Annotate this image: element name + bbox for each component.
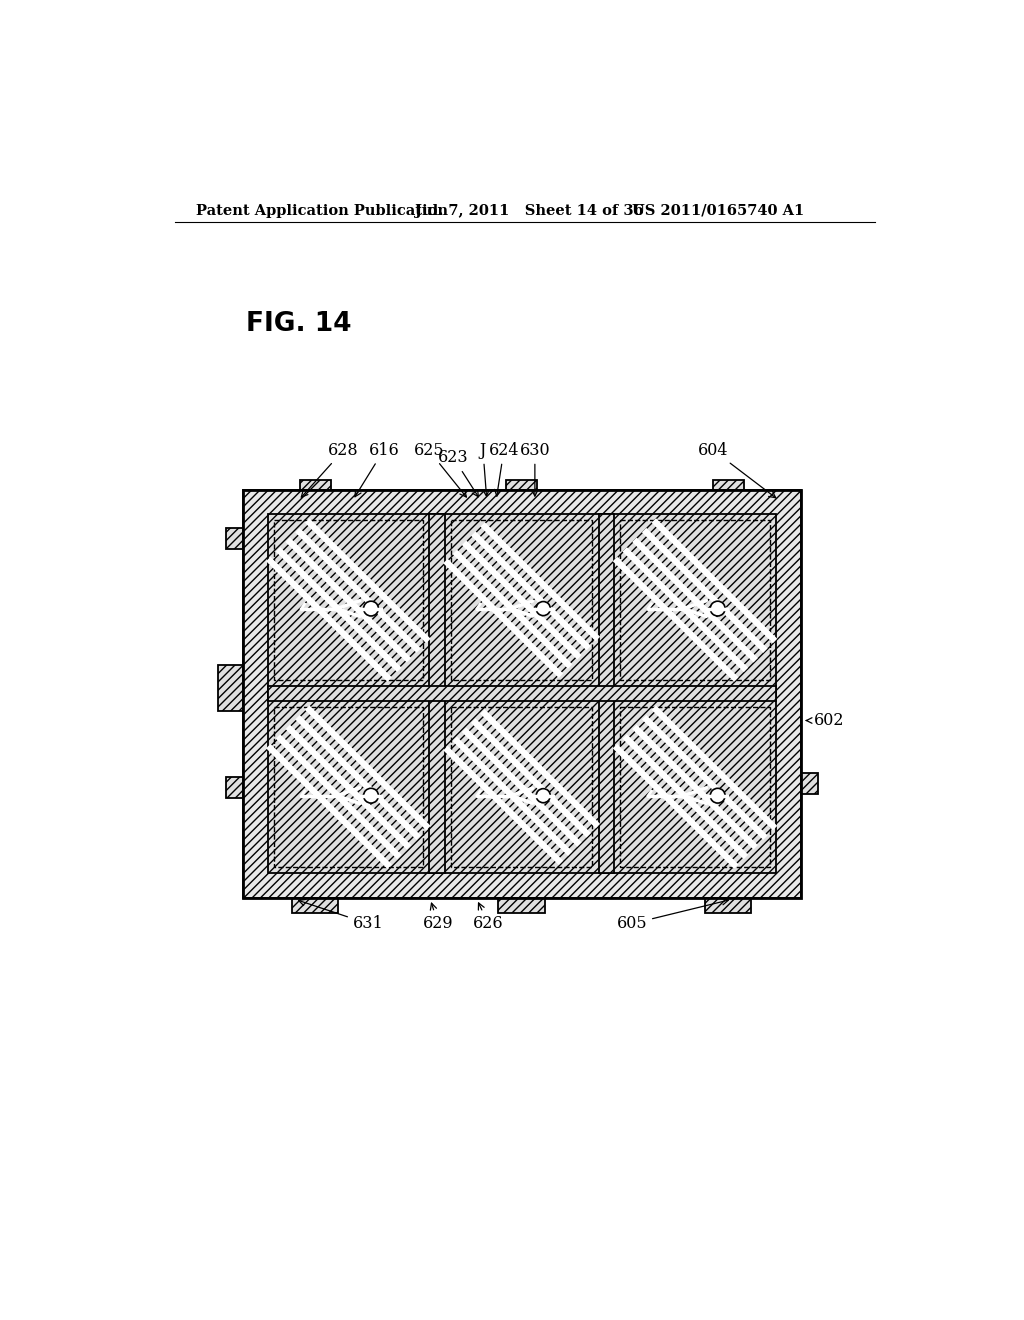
Bar [273, 520, 423, 680]
Text: 626: 626 [473, 903, 504, 932]
Text: 630: 630 [519, 442, 550, 496]
Text: Jul. 7, 2011   Sheet 14 of 36: Jul. 7, 2011 Sheet 14 of 36 [415, 203, 643, 218]
Text: 602: 602 [814, 711, 845, 729]
Bar [705, 898, 752, 913]
Circle shape [364, 601, 379, 616]
Circle shape [537, 602, 550, 615]
Circle shape [711, 788, 725, 803]
Bar [506, 480, 538, 490]
Bar [273, 708, 423, 867]
Circle shape [711, 601, 725, 616]
Bar [713, 480, 743, 490]
Bar [225, 528, 243, 549]
Text: 624: 624 [488, 442, 519, 496]
Circle shape [537, 788, 550, 803]
Text: US 2011/0165740 A1: US 2011/0165740 A1 [632, 203, 804, 218]
Bar [429, 515, 444, 873]
Text: FIG. 14: FIG. 14 [246, 312, 351, 337]
Circle shape [364, 788, 379, 803]
Text: Patent Application Publication: Patent Application Publication [197, 203, 449, 218]
Bar [621, 520, 770, 680]
Bar [292, 898, 339, 913]
Bar [243, 490, 801, 898]
Bar [621, 708, 770, 867]
Text: 628: 628 [301, 442, 358, 498]
Bar [300, 480, 331, 490]
Text: 625: 625 [414, 442, 466, 498]
Text: 604: 604 [698, 442, 775, 498]
Text: 616: 616 [355, 442, 399, 496]
Text: 629: 629 [423, 903, 454, 932]
Bar [801, 772, 818, 795]
Bar [225, 776, 243, 799]
Bar [451, 520, 593, 680]
Text: 623: 623 [438, 449, 478, 496]
Bar [225, 682, 243, 705]
Text: 631: 631 [299, 899, 384, 932]
Text: J: J [480, 442, 489, 496]
Bar [267, 515, 776, 873]
Bar [499, 898, 545, 913]
Bar [599, 515, 614, 873]
Text: 605: 605 [616, 899, 728, 932]
Bar [267, 686, 776, 701]
Bar [451, 708, 593, 867]
Bar [243, 490, 801, 898]
Bar [218, 665, 243, 711]
